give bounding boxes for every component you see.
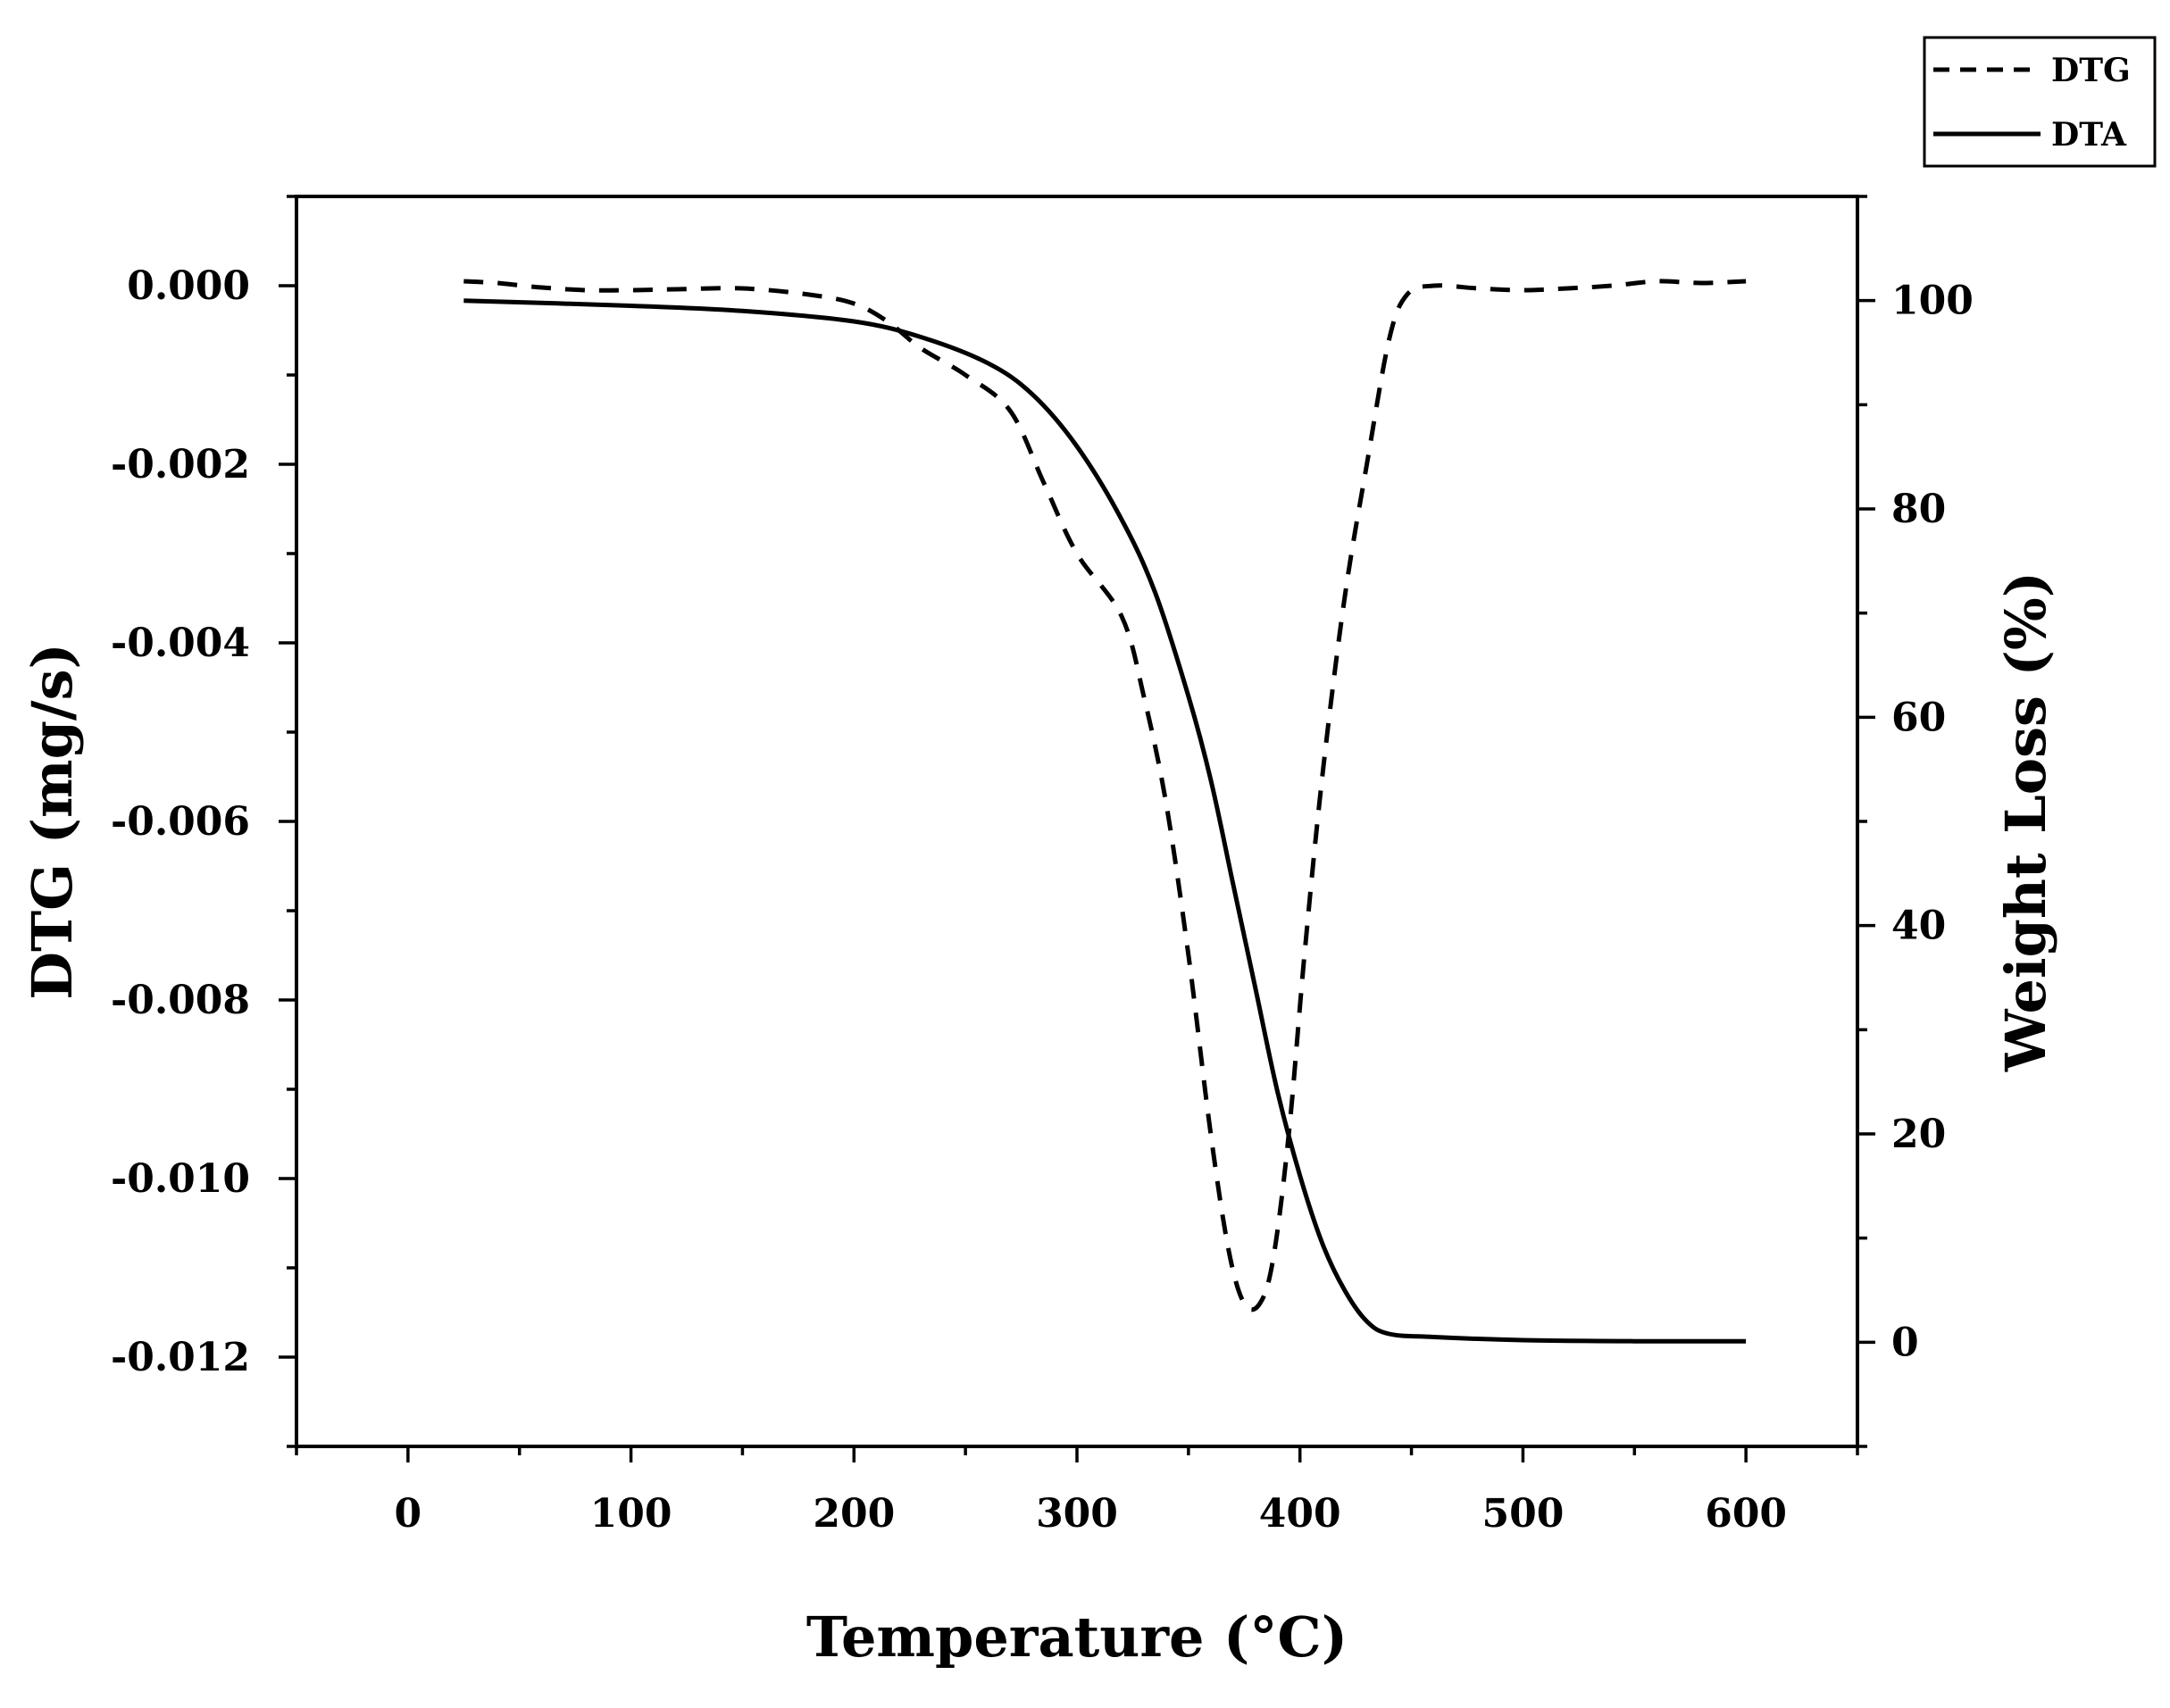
y-right-tick-label: 0 (1891, 1320, 1919, 1365)
y-right-tick-label: 80 (1891, 487, 1946, 532)
series-layer (463, 279, 1747, 1344)
x-tick-label: 0 (395, 1491, 422, 1537)
y-left-tick-label: 0.000 (127, 263, 250, 309)
x-axis-title: Temperature (°C) (806, 1604, 1348, 1670)
x-tick-label: 500 (1481, 1491, 1564, 1537)
y-right-tick-label: 20 (1891, 1112, 1946, 1157)
series-line-dta (463, 298, 1747, 1344)
x-tick-label: 600 (1705, 1491, 1787, 1537)
x-tick-label: 200 (813, 1491, 895, 1537)
y-left-axis-ticks: 0.000 -0.002 -0.004 -0.006 -0.008 -0.010 -0.01… (111, 195, 296, 1448)
y-right-axis-title: Weight Loss (%) (1993, 571, 2058, 1072)
y-left-axis-title: DTG (mg/s) (20, 643, 85, 1000)
y-left-tick-label: -0.006 (111, 799, 250, 845)
y-right-tick-label: 40 (1891, 904, 1946, 949)
y-right-tick-label: 100 (1891, 279, 1974, 324)
y-left-tick-label: -0.004 (111, 621, 250, 666)
x-tick-label: 300 (1036, 1491, 1118, 1537)
y-left-tick-label: -0.002 (111, 442, 250, 487)
x-tick-label: 400 (1259, 1491, 1341, 1537)
legend: DTG DTA (1923, 36, 2157, 168)
legend-box (1923, 36, 2157, 168)
legend-dtg-label: DTG (2051, 52, 2131, 89)
y-left-tick-label: -0.012 (111, 1335, 250, 1380)
legend-dta-label: DTA (2051, 116, 2127, 154)
series-line-dtg (463, 279, 1747, 1312)
y-right-axis-ticks: 0 20 40 60 80 100 (1857, 195, 1974, 1448)
x-tick-label: 100 (590, 1491, 672, 1537)
x-axis-ticks: 0 100 200 300 400 500 600 (295, 1446, 1859, 1537)
y-left-tick-label: -0.008 (111, 978, 250, 1023)
y-left-tick-label: -0.010 (111, 1156, 250, 1202)
plot-frame (295, 195, 1859, 1448)
y-right-tick-label: 60 (1891, 695, 1946, 740)
